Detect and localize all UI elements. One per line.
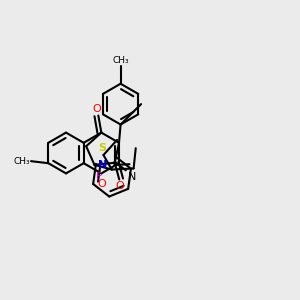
Text: CH₃: CH₃ <box>112 56 129 65</box>
Text: O: O <box>92 104 101 114</box>
Text: O: O <box>97 179 106 189</box>
Text: N: N <box>98 160 107 170</box>
Text: CH₃: CH₃ <box>13 157 30 166</box>
Text: N: N <box>128 172 136 182</box>
Text: F: F <box>95 172 102 182</box>
Text: S: S <box>98 142 106 153</box>
Text: O: O <box>116 181 124 191</box>
